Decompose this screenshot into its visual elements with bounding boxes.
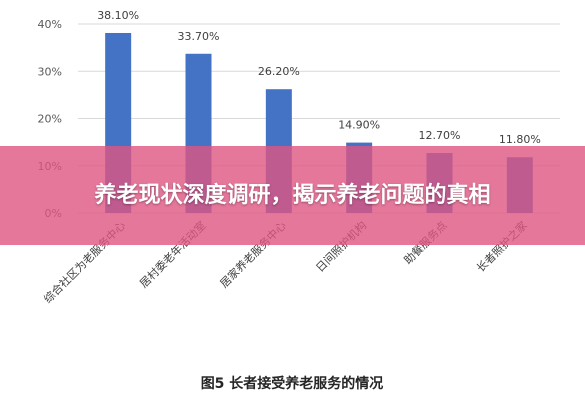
data-label: 12.70%: [419, 129, 461, 142]
y-tick-label: 20%: [38, 113, 62, 126]
data-label: 26.20%: [258, 65, 300, 78]
chart-caption: 图5 长者接受养老服务的情况: [201, 375, 384, 392]
data-label: 38.10%: [97, 9, 139, 22]
y-tick-label: 40%: [38, 18, 62, 31]
y-tick-label: 30%: [38, 65, 62, 78]
headline-text: 养老现状深度调研，揭示养老问题的真相: [94, 183, 491, 208]
data-labels: 38.10% 33.70% 26.20% 14.90% 12.70% 11.80%: [97, 9, 541, 146]
data-label: 33.70%: [178, 30, 220, 43]
data-label: 11.80%: [499, 133, 541, 146]
headline-banner: 养老现状深度调研，揭示养老问题的真相: [0, 146, 585, 245]
data-label: 14.90%: [338, 119, 380, 132]
